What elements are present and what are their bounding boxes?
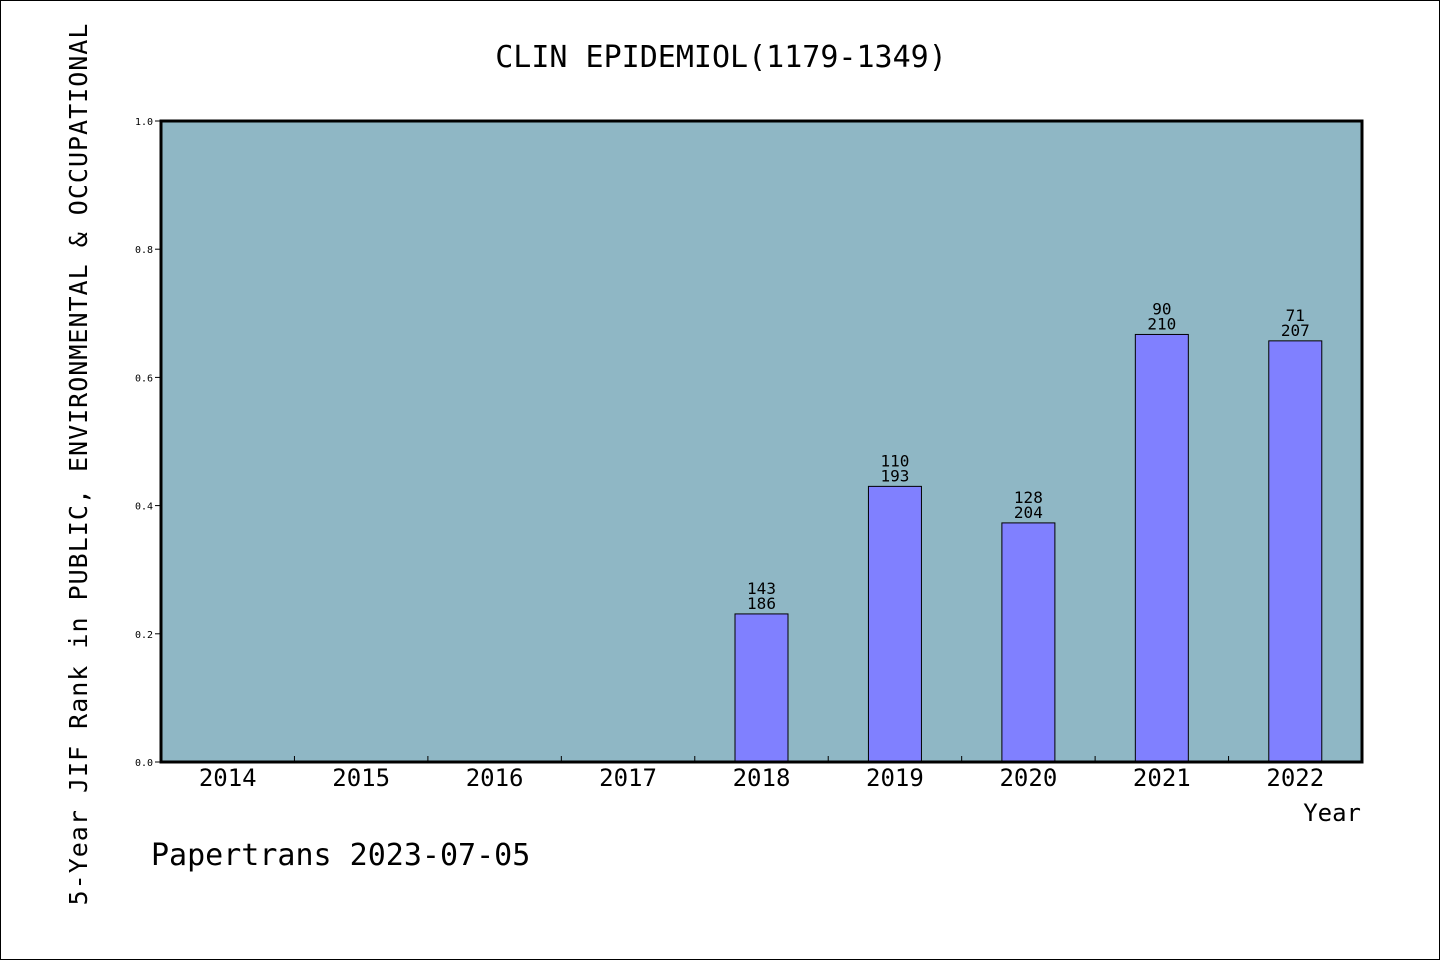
- bar: [1134, 333, 1189, 763]
- y-tick-label: 0.6: [135, 373, 153, 384]
- bar: [1001, 522, 1056, 763]
- bar-rank-label: 143: [747, 579, 776, 598]
- bar-total-label: 193: [880, 466, 909, 485]
- x-axis-label: Year: [1303, 799, 1361, 827]
- bar: [1268, 340, 1323, 763]
- bar-rank-label: 71: [1286, 306, 1305, 325]
- chart-title: CLIN EPIDEMIOL(1179-1349): [495, 40, 947, 75]
- bar-total-label: 204: [1014, 503, 1043, 522]
- x-tick-label: 2015: [332, 764, 390, 792]
- bar: [867, 485, 922, 763]
- x-tick-label: 2020: [999, 764, 1057, 792]
- bar-total-label: 210: [1147, 314, 1176, 333]
- bar-rank-label: 128: [1014, 488, 1043, 507]
- y-axis-label: 5-Year JIF Rank in PUBLIC, ENVIRONMENTAL…: [64, 23, 93, 906]
- x-tick-label: 2018: [733, 764, 791, 792]
- x-tick-label: 2019: [866, 764, 924, 792]
- x-tick-label: 2017: [599, 764, 657, 792]
- axis-ticks: 0.0 0.2 0.4 0.6 0.8 1.0 2014 2015 2016 2017 2018 20…: [135, 117, 1324, 792]
- x-tick-label: 2014: [199, 764, 257, 792]
- y-tick-label: 0.8: [135, 245, 153, 256]
- x-tick-label: 2021: [1133, 764, 1191, 792]
- footer-credit: Papertrans 2023-07-05: [151, 838, 530, 873]
- bar-rank-label: 110: [880, 451, 909, 470]
- y-tick-label: 0.4: [135, 502, 153, 513]
- x-tick-label: 2016: [466, 764, 524, 792]
- bar-total-label: 186: [747, 594, 776, 613]
- y-tick-label: 1.0: [135, 117, 153, 128]
- bar-total-label: 207: [1281, 321, 1310, 340]
- y-tick-label: 0.2: [135, 630, 153, 641]
- bar-rank-label: 90: [1152, 299, 1171, 318]
- plot-border: [159, 119, 1364, 764]
- y-tick-label: 0.0: [135, 758, 153, 769]
- bar: [734, 613, 789, 763]
- x-tick-label: 2022: [1266, 764, 1324, 792]
